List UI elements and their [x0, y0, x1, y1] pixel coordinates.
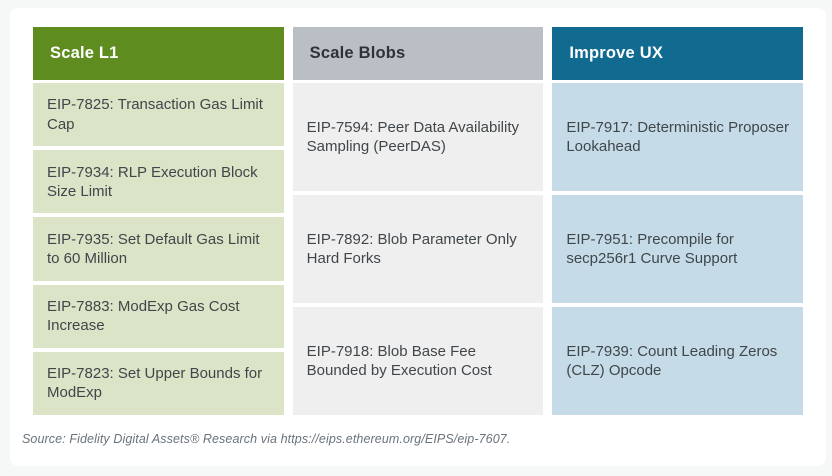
column-header-scale-l1: Scale L1 [33, 27, 284, 80]
eip-cell: EIP-7823: Set Upper Bounds for ModExp [33, 351, 284, 416]
eip-cell: EIP-7892: Blob Parameter Only Hard Forks [292, 195, 544, 303]
eip-cell: EIP-7934: RLP Execution Block Size Limit [33, 150, 284, 214]
eip-category-table: Scale L1 EIP-7825: Transaction Gas Limit… [33, 27, 804, 416]
source-attribution: Source: Fidelity Digital Assets® Researc… [22, 432, 511, 446]
eip-cell: EIP-7594: Peer Data Availability Samplin… [292, 83, 544, 191]
column-cells-scale-l1: EIP-7825: Transaction Gas Limit Cap EIP-… [33, 83, 284, 416]
eip-cell: EIP-7918: Blob Base Fee Bounded by Execu… [292, 307, 544, 415]
column-scale-blobs: Scale Blobs EIP-7594: Peer Data Availabi… [292, 27, 544, 415]
eip-cell: EIP-7883: ModExp Gas Cost Increase [33, 284, 284, 348]
column-improve-ux: Improve UX EIP-7917: Deterministic Propo… [552, 27, 804, 415]
column-cells-scale-blobs: EIP-7594: Peer Data Availability Samplin… [292, 83, 544, 415]
column-header-scale-blobs: Scale Blobs [292, 27, 544, 80]
eip-cell: EIP-7917: Deterministic Proposer Lookahe… [552, 83, 804, 191]
eip-cell: EIP-7935: Set Default Gas Limit to 60 Mi… [33, 217, 284, 281]
eip-cell: EIP-7825: Transaction Gas Limit Cap [33, 83, 284, 147]
eip-table-card: Scale L1 EIP-7825: Transaction Gas Limit… [10, 8, 826, 466]
eip-cell: EIP-7951: Precompile for secp256r1 Curve… [552, 195, 804, 303]
column-cells-improve-ux: EIP-7917: Deterministic Proposer Lookahe… [552, 83, 804, 415]
column-header-improve-ux: Improve UX [552, 27, 804, 80]
column-scale-l1: Scale L1 EIP-7825: Transaction Gas Limit… [33, 27, 284, 416]
eip-cell: EIP-7939: Count Leading Zeros (CLZ) Opco… [552, 307, 804, 415]
